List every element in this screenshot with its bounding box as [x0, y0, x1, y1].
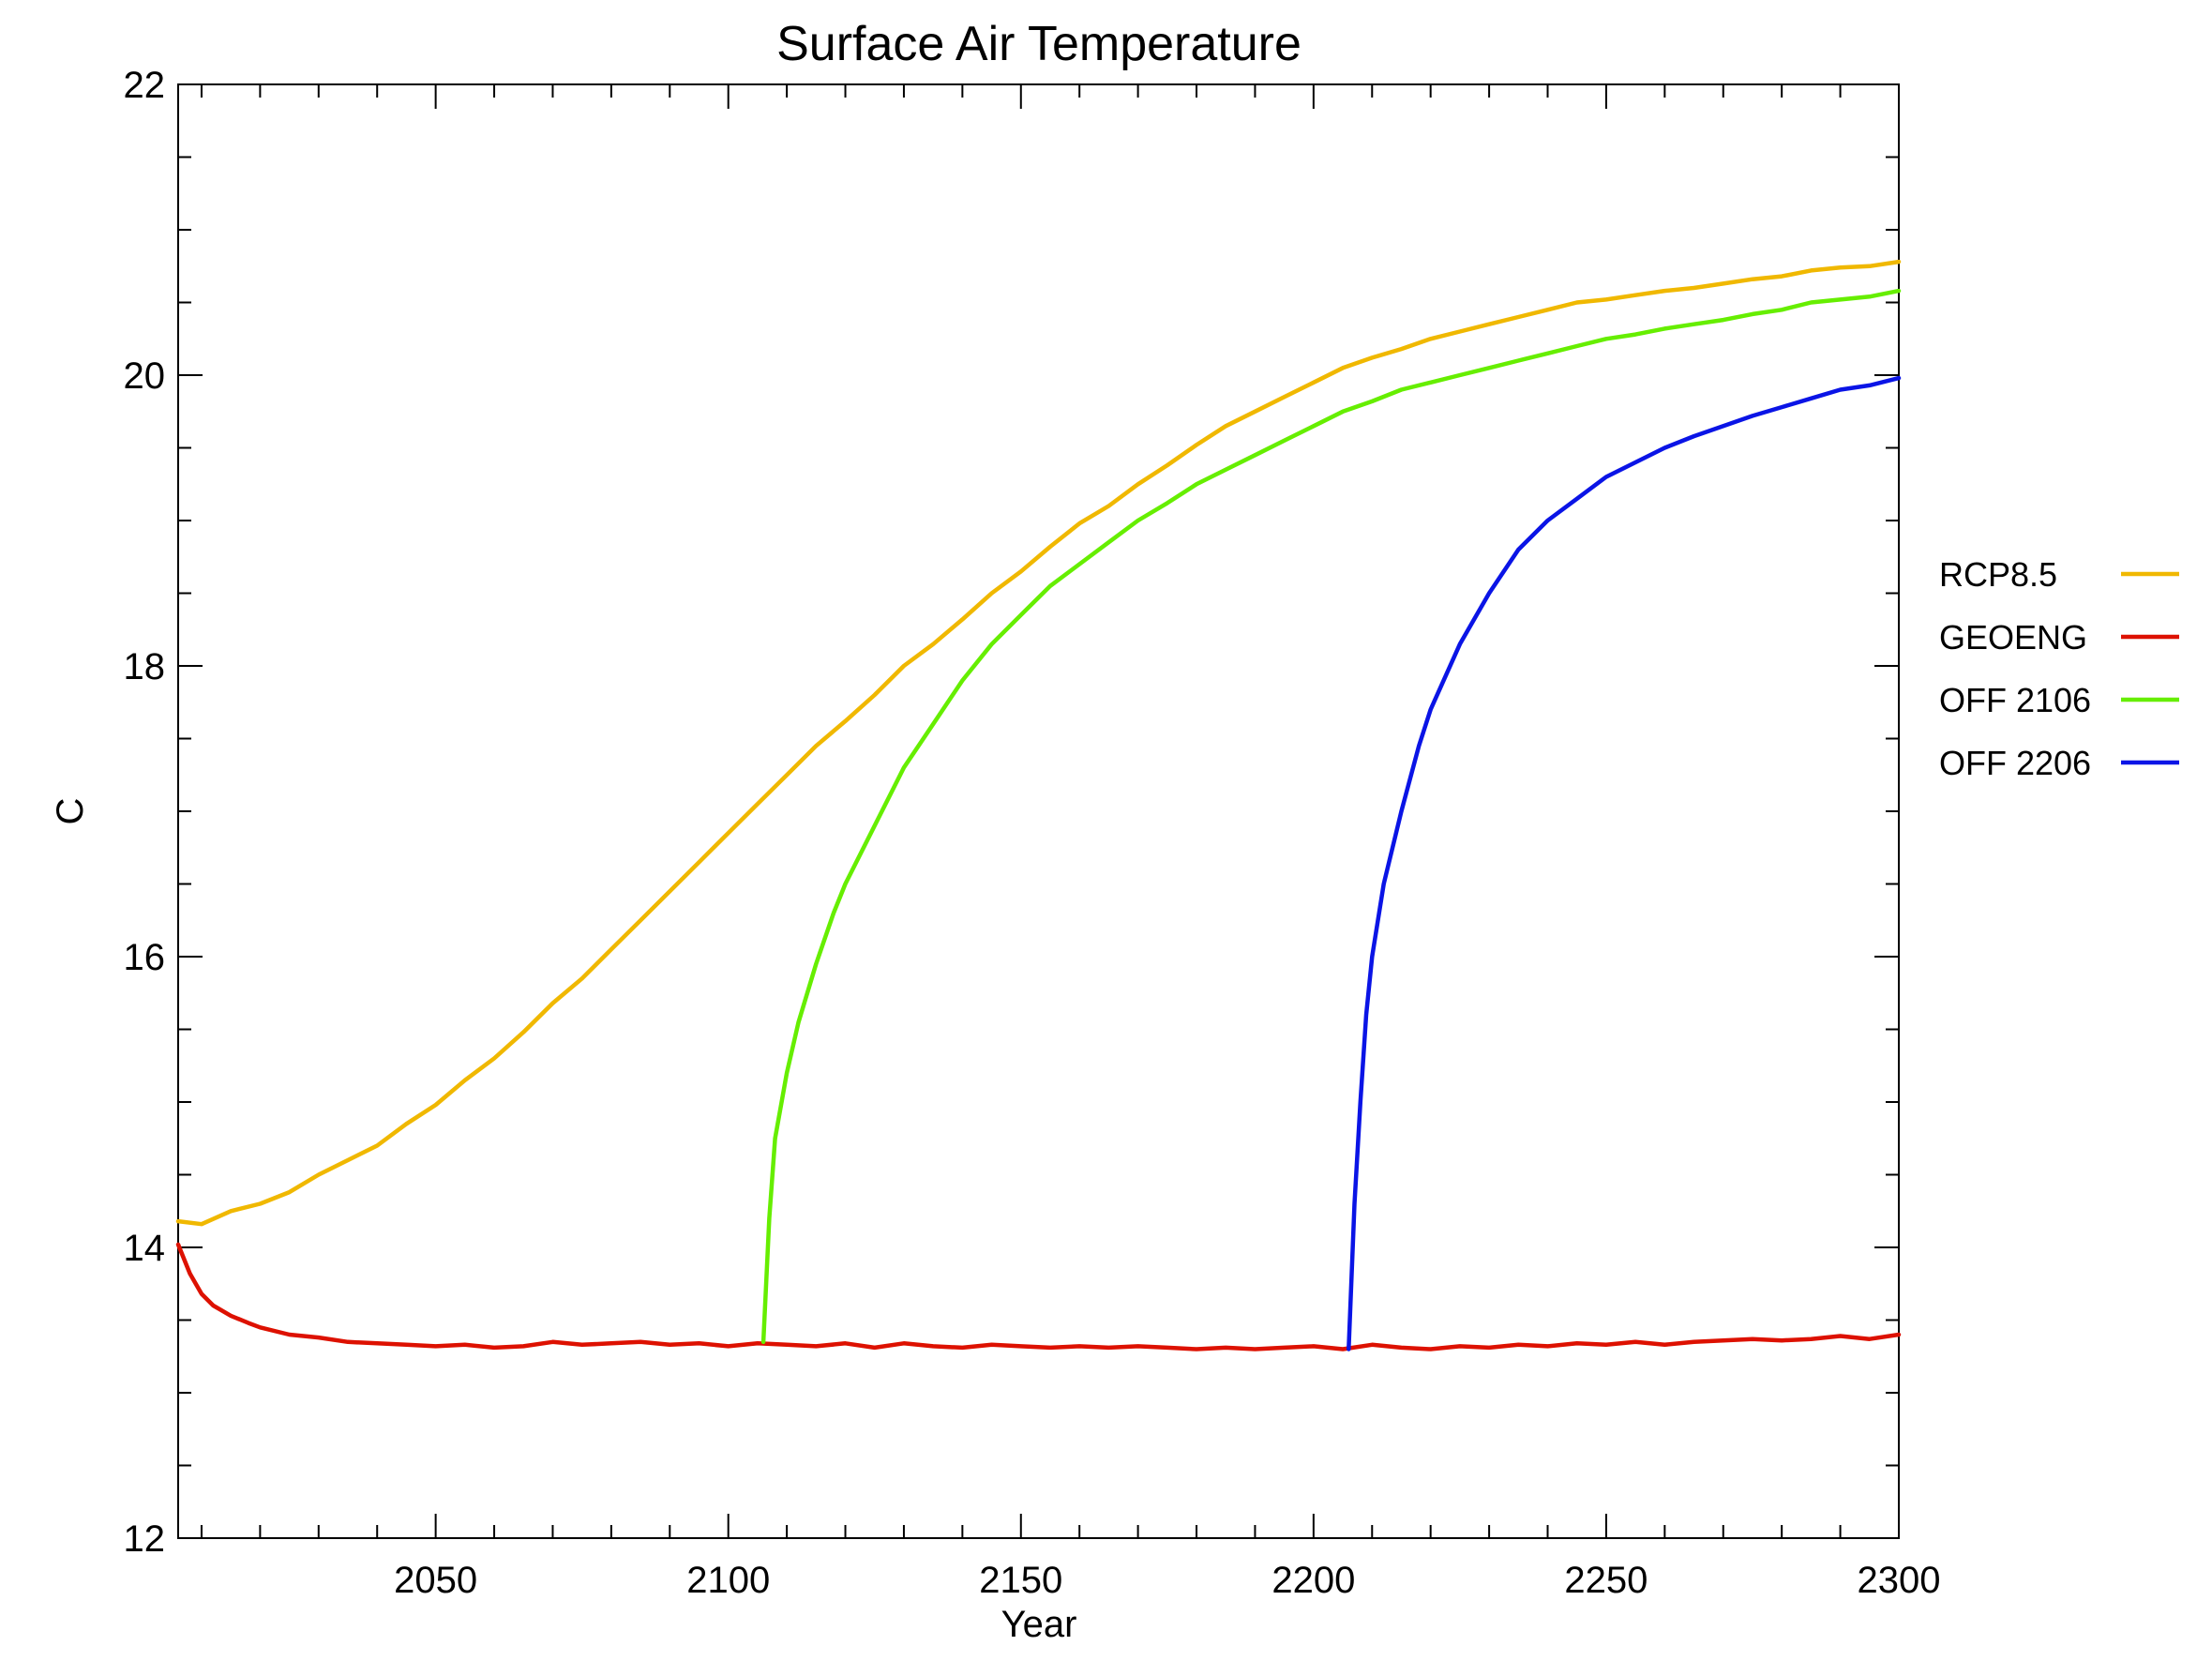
x-tick-label: 2200: [1272, 1560, 1355, 1601]
x-tick-label: 2100: [686, 1560, 770, 1601]
y-tick-label: 14: [124, 1228, 166, 1269]
y-tick-label: 22: [124, 65, 166, 106]
x-tick-label: 2250: [1564, 1560, 1648, 1601]
series-line-rcp8-5: [175, 259, 1902, 1227]
series-line-off-2206: [1347, 375, 1902, 1351]
legend: RCP8.5 GEOENG OFF 2106 OFF 2206: [1939, 555, 2179, 782]
axes: 2050 2100 2150 2200 2250 2300 12 14 16 18 20 22: [124, 65, 1941, 1601]
y-tick-label: 20: [124, 355, 166, 397]
legend-label: GEOENG: [1939, 618, 2087, 657]
series-group: [175, 259, 1902, 1351]
series-line-geoeng: [175, 1242, 1902, 1351]
legend-label: RCP8.5: [1939, 555, 2057, 594]
y-tick-label: 18: [124, 646, 166, 687]
y-tick-label: 16: [124, 937, 166, 978]
x-axis-title: Year: [1001, 1604, 1077, 1645]
chart-title: Surface Air Temperature: [776, 17, 1302, 71]
legend-label: OFF 2106: [1939, 681, 2091, 719]
plot-frame: [177, 83, 1900, 1539]
y-tick-label: 12: [124, 1518, 166, 1560]
legend-label: OFF 2206: [1939, 744, 2091, 782]
x-tick-label: 2150: [979, 1560, 1062, 1601]
x-tick-label: 2300: [1858, 1560, 1941, 1601]
y-axis-title: C: [50, 798, 91, 825]
series-line-off-2106: [760, 288, 1902, 1345]
x-tick-label: 2050: [394, 1560, 477, 1601]
